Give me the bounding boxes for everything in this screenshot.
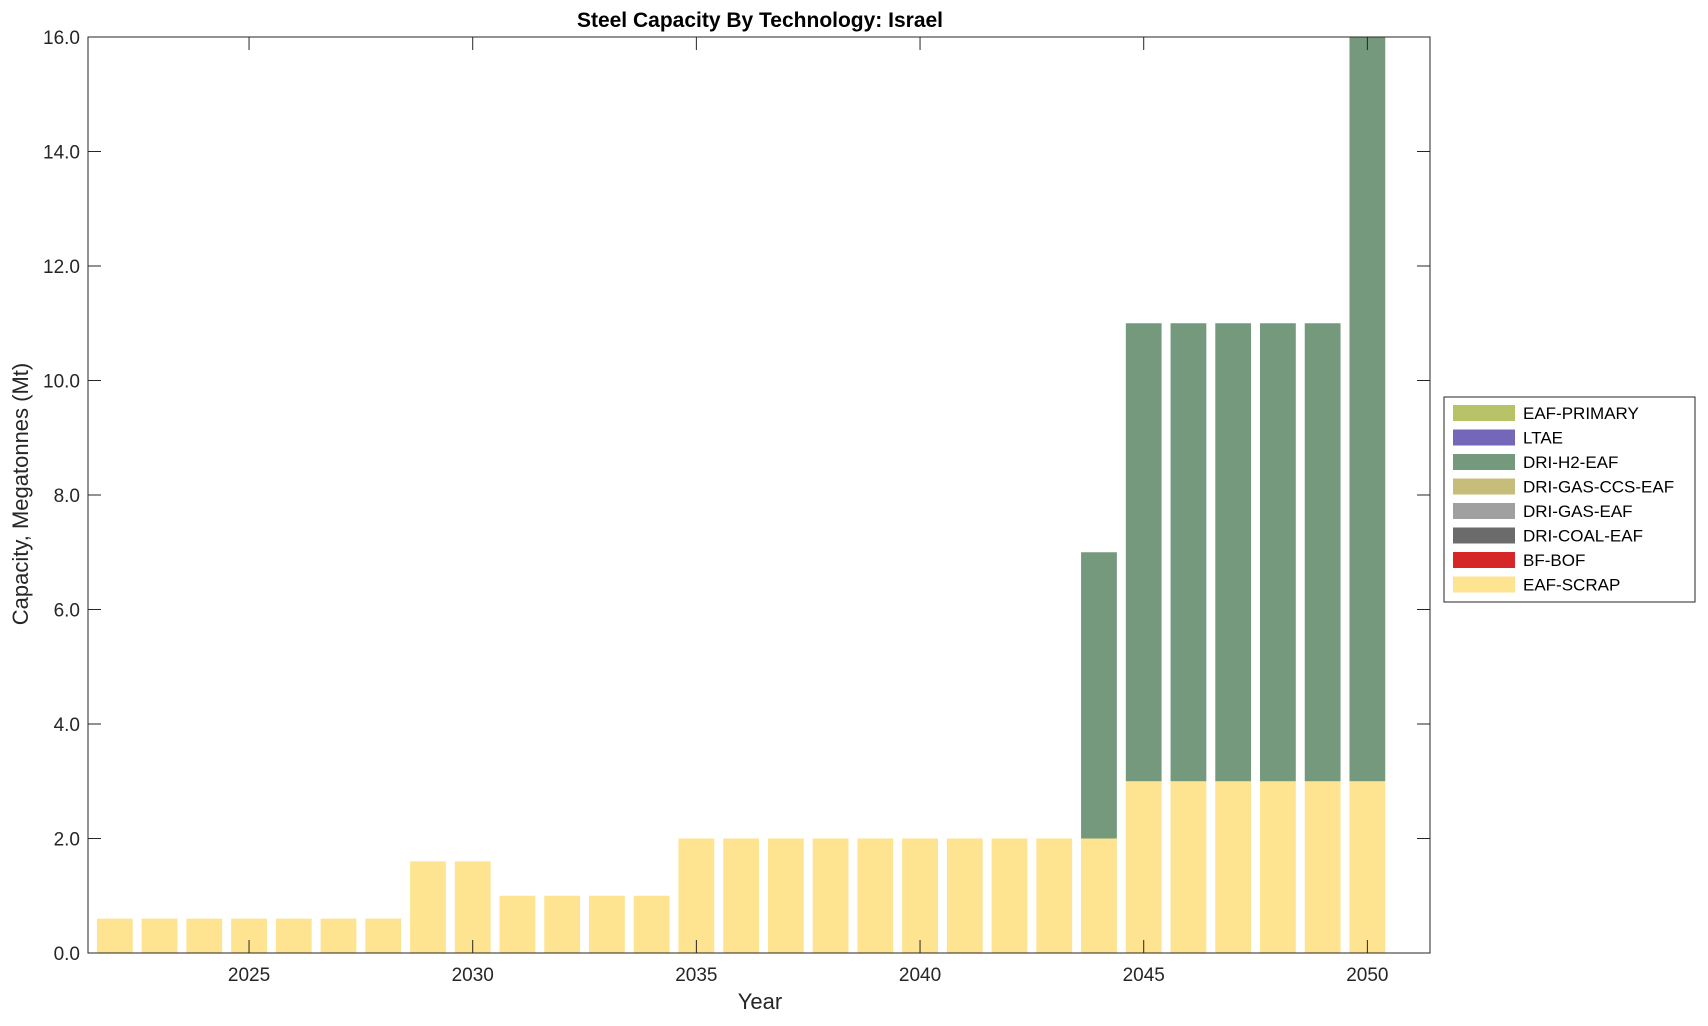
x-tick-label: 2025 (228, 965, 270, 986)
bar-eaf-scrap-2044 (1081, 838, 1117, 953)
bar-eaf-scrap-2024 (186, 918, 223, 953)
legend-swatch-dri-gas-ccs-eaf (1453, 478, 1515, 495)
y-tick-label: 6.0 (54, 601, 80, 622)
y-tick-label: 16.0 (43, 28, 80, 49)
bar-eaf-scrap-2043 (1036, 838, 1073, 953)
bar-eaf-scrap-2049 (1304, 781, 1341, 953)
bar-eaf-scrap-2026 (275, 918, 312, 953)
bar-eaf-scrap-2036 (723, 838, 759, 953)
legend-box (1443, 396, 1696, 603)
x-tick-label: 2050 (1346, 965, 1388, 986)
bar-eaf-scrap-2045 (1125, 781, 1162, 953)
bar-eaf-scrap-2031 (499, 895, 536, 953)
legend-swatch-dri-coal-eaf (1453, 527, 1515, 544)
legend-swatch-dri-gas-eaf (1453, 503, 1515, 519)
legend-label-bf-bof: BF-BOF (1523, 551, 1585, 570)
bars-group (96, 37, 1386, 953)
y-tick-label: 4.0 (54, 715, 80, 736)
legend-swatch-eaf-scrap (1453, 576, 1515, 593)
legend: EAF-PRIMARY LTAE DRI-H2-EAF DRI-GAS-CCS-EAF… (1443, 396, 1696, 603)
bar-eaf-scrap-2040 (902, 838, 938, 953)
x-tick-label: 2040 (899, 965, 941, 986)
bar-eaf-scrap-2027 (320, 918, 357, 953)
bar-eaf-scrap-2023 (141, 918, 178, 953)
legend-label-eaf-scrap: EAF-SCRAP (1523, 576, 1620, 595)
bar-eaf-scrap-2047 (1215, 781, 1252, 953)
bar-eaf-scrap-2048 (1260, 781, 1296, 953)
bar-eaf-scrap-2029 (410, 861, 446, 953)
legend-label-dri-h2-eaf: DRI-H2-EAF (1523, 453, 1618, 472)
bar-dri-h2-eaf-2047 (1215, 323, 1252, 782)
y-tick-label: 8.0 (54, 486, 80, 507)
y-axis: 0.0 2.0 4.0 6.0 8.0 10.0 12.0 14.0 16.0 (43, 28, 1430, 965)
bar-eaf-scrap-2041 (946, 838, 983, 953)
x-tick-label: 2035 (675, 965, 717, 986)
y-tick-label: 12.0 (43, 257, 80, 278)
y-tick-label: 0.0 (54, 944, 80, 965)
bar-dri-h2-eaf-2049 (1304, 323, 1341, 782)
x-axis: 2025 2030 2035 2040 2045 2050 (228, 37, 1389, 986)
bar-eaf-scrap-2037 (767, 838, 804, 953)
legend-swatch-bf-bof (1453, 552, 1515, 568)
legend-label-eaf-primary: EAF-PRIMARY (1523, 404, 1639, 423)
bar-eaf-scrap-2038 (812, 838, 849, 953)
bar-dri-h2-eaf-2046 (1170, 323, 1207, 782)
bar-eaf-scrap-2034 (633, 895, 670, 953)
bar-dri-h2-eaf-2050 (1349, 37, 1386, 782)
bar-eaf-scrap-2039 (857, 838, 894, 953)
chart-title: Steel Capacity By Technology: Israel (577, 9, 943, 32)
legend-label-ltae: LTAE (1523, 429, 1563, 448)
bar-dri-h2-eaf-2045 (1125, 323, 1162, 782)
x-axis-label: Year (738, 989, 782, 1014)
legend-label-dri-gas-ccs-eaf: DRI-GAS-CCS-EAF (1523, 478, 1674, 497)
bar-eaf-scrap-2028 (365, 918, 402, 953)
y-tick-label: 10.0 (43, 372, 80, 393)
legend-label-dri-gas-eaf: DRI-GAS-EAF (1523, 502, 1633, 521)
bar-dri-h2-eaf-2044 (1081, 552, 1117, 839)
bar-eaf-scrap-2035 (678, 838, 715, 953)
y-axis-label: Capacity, Megatonnes (Mt) (8, 363, 33, 625)
bar-eaf-scrap-2042 (991, 838, 1028, 953)
y-tick-label: 2.0 (54, 830, 80, 851)
bar-eaf-scrap-2032 (544, 895, 581, 953)
bar-dri-h2-eaf-2048 (1260, 323, 1296, 782)
legend-swatch-dri-h2-eaf (1453, 454, 1515, 470)
x-tick-label: 2030 (452, 965, 494, 986)
bar-eaf-scrap-2033 (589, 895, 625, 953)
legend-swatch-eaf-primary (1453, 405, 1515, 421)
bar-eaf-scrap-2030 (454, 861, 491, 953)
bar-eaf-scrap-2046 (1170, 781, 1207, 953)
bar-eaf-scrap-2022 (96, 918, 133, 953)
legend-swatch-ltae (1453, 429, 1515, 446)
bar-eaf-scrap-2050 (1349, 781, 1386, 953)
y-tick-label: 14.0 (43, 143, 80, 164)
x-tick-label: 2045 (1123, 965, 1165, 986)
legend-label-dri-coal-eaf: DRI-COAL-EAF (1523, 527, 1643, 546)
